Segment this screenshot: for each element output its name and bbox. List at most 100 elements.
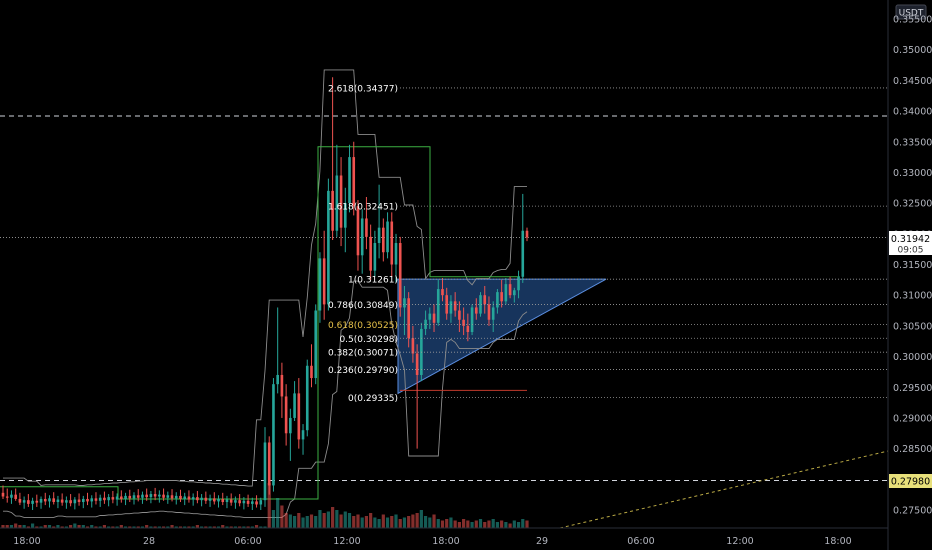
candle-body: [14, 494, 17, 499]
candle-body: [284, 396, 288, 434]
volume-bar: [35, 526, 39, 528]
candle-body: [373, 243, 377, 271]
candle-body: [120, 496, 123, 499]
volume-bar: [174, 526, 178, 528]
volume-bar: [212, 526, 216, 528]
volume-bar: [377, 519, 381, 528]
volume-bar: [356, 514, 360, 528]
level-marker-value: 0.27980: [891, 477, 930, 488]
candle-body: [504, 284, 508, 302]
volume-bar: [381, 514, 385, 528]
volume-bar: [200, 526, 204, 528]
volume-bar: [474, 520, 478, 528]
candle-body: [158, 494, 161, 497]
volume-bar: [271, 510, 276, 528]
candle-body: [31, 500, 34, 504]
volume-bar: [305, 516, 309, 528]
volume-bar: [263, 526, 267, 528]
candle-body: [183, 496, 187, 499]
candle-body: [483, 295, 487, 305]
candle-body: [56, 499, 60, 503]
candle-body: [208, 498, 212, 501]
candle-body: [411, 338, 415, 354]
volume-bar: [128, 526, 132, 528]
volume-bar: [64, 526, 68, 528]
price-tick-label: 0.31500: [893, 260, 932, 271]
price-markers: 0.31942 09:05 0.27980: [889, 231, 932, 488]
time-tick-label: 12:00: [726, 536, 753, 547]
volume-bar: [347, 513, 352, 528]
volume-bar: [318, 510, 322, 528]
candle-body: [310, 365, 313, 379]
volume-bar: [254, 525, 259, 528]
candle-body: [132, 495, 136, 499]
candle-body: [73, 499, 77, 504]
volume-bar: [339, 514, 343, 528]
price-tick-label: 0.28500: [893, 444, 932, 455]
price-tick-label: 0.34000: [893, 107, 932, 118]
candle-body: [525, 230, 529, 238]
candle-body: [276, 374, 279, 385]
candle-body: [314, 310, 318, 379]
volume-bar: [470, 522, 474, 528]
candle-body: [445, 295, 449, 314]
volume-bar: [415, 513, 419, 528]
volume-bar: [432, 514, 436, 528]
countdown-timer: 09:05: [898, 246, 924, 256]
volume-bar: [445, 519, 449, 528]
currency-badge: [895, 4, 927, 20]
candle-body: [496, 292, 499, 308]
volume-bar: [525, 520, 529, 528]
candle-body: [386, 221, 389, 253]
volume-bars: [1, 483, 529, 528]
candle-body: [369, 236, 372, 271]
fib-level-label: 0(0.29335): [348, 394, 398, 404]
volume-bar: [352, 516, 356, 528]
price-tick-label: 0.27500: [893, 506, 932, 517]
time-tick-label: 06:00: [234, 536, 261, 547]
fib-level-label: 0.236(0.29790): [328, 366, 398, 376]
fibonacci-retracement[interactable]: 2.618(0.34377) 1.618(0.32451) 1(0.31261) 0.…: [328, 84, 888, 404]
candle-body: [27, 500, 30, 504]
price-tick-label: 0.34500: [893, 76, 932, 87]
candle-body: [200, 497, 203, 501]
volume-bar: [145, 525, 149, 528]
candle-body: [174, 495, 178, 499]
candle-body: [407, 298, 410, 339]
volume-bar: [364, 516, 369, 528]
volume-bar: [136, 526, 140, 528]
candle-body: [52, 498, 56, 503]
time-tick-label: 28: [143, 536, 155, 547]
volume-bar: [132, 526, 136, 528]
volume-bar: [297, 513, 301, 528]
volume-bar: [250, 526, 254, 528]
fib-level-label: 0.618(0.30525): [328, 321, 398, 331]
volume-bar: [115, 526, 119, 528]
volume-bar: [436, 519, 440, 528]
candle-body: [170, 495, 174, 499]
price-tick-label: 0.31000: [893, 291, 932, 302]
candle-body: [305, 365, 309, 431]
candle-body: [43, 498, 47, 502]
volume-bar: [449, 517, 453, 528]
volume-bar: [478, 519, 483, 528]
candle-body: [35, 500, 39, 503]
candle-body: [69, 500, 72, 504]
volume-bar: [402, 517, 407, 528]
volume-bar: [107, 526, 111, 528]
volume-bar: [30, 523, 35, 528]
volume-bar: [462, 519, 466, 528]
time-axis[interactable]: 18:00 28 06:00 12:00 18:00 29 06:00 12:00 18:00: [13, 536, 851, 547]
volume-bar: [411, 514, 415, 528]
volume-bar: [52, 526, 56, 528]
candle-body: [398, 243, 402, 308]
candle-body: [111, 497, 115, 500]
volume-bar: [504, 522, 508, 528]
candle-body: [521, 230, 525, 277]
candle-body: [115, 496, 119, 500]
price-tick-label: 0.35500: [893, 15, 932, 26]
volume-bar: [512, 520, 516, 528]
volume-bar: [149, 526, 153, 528]
